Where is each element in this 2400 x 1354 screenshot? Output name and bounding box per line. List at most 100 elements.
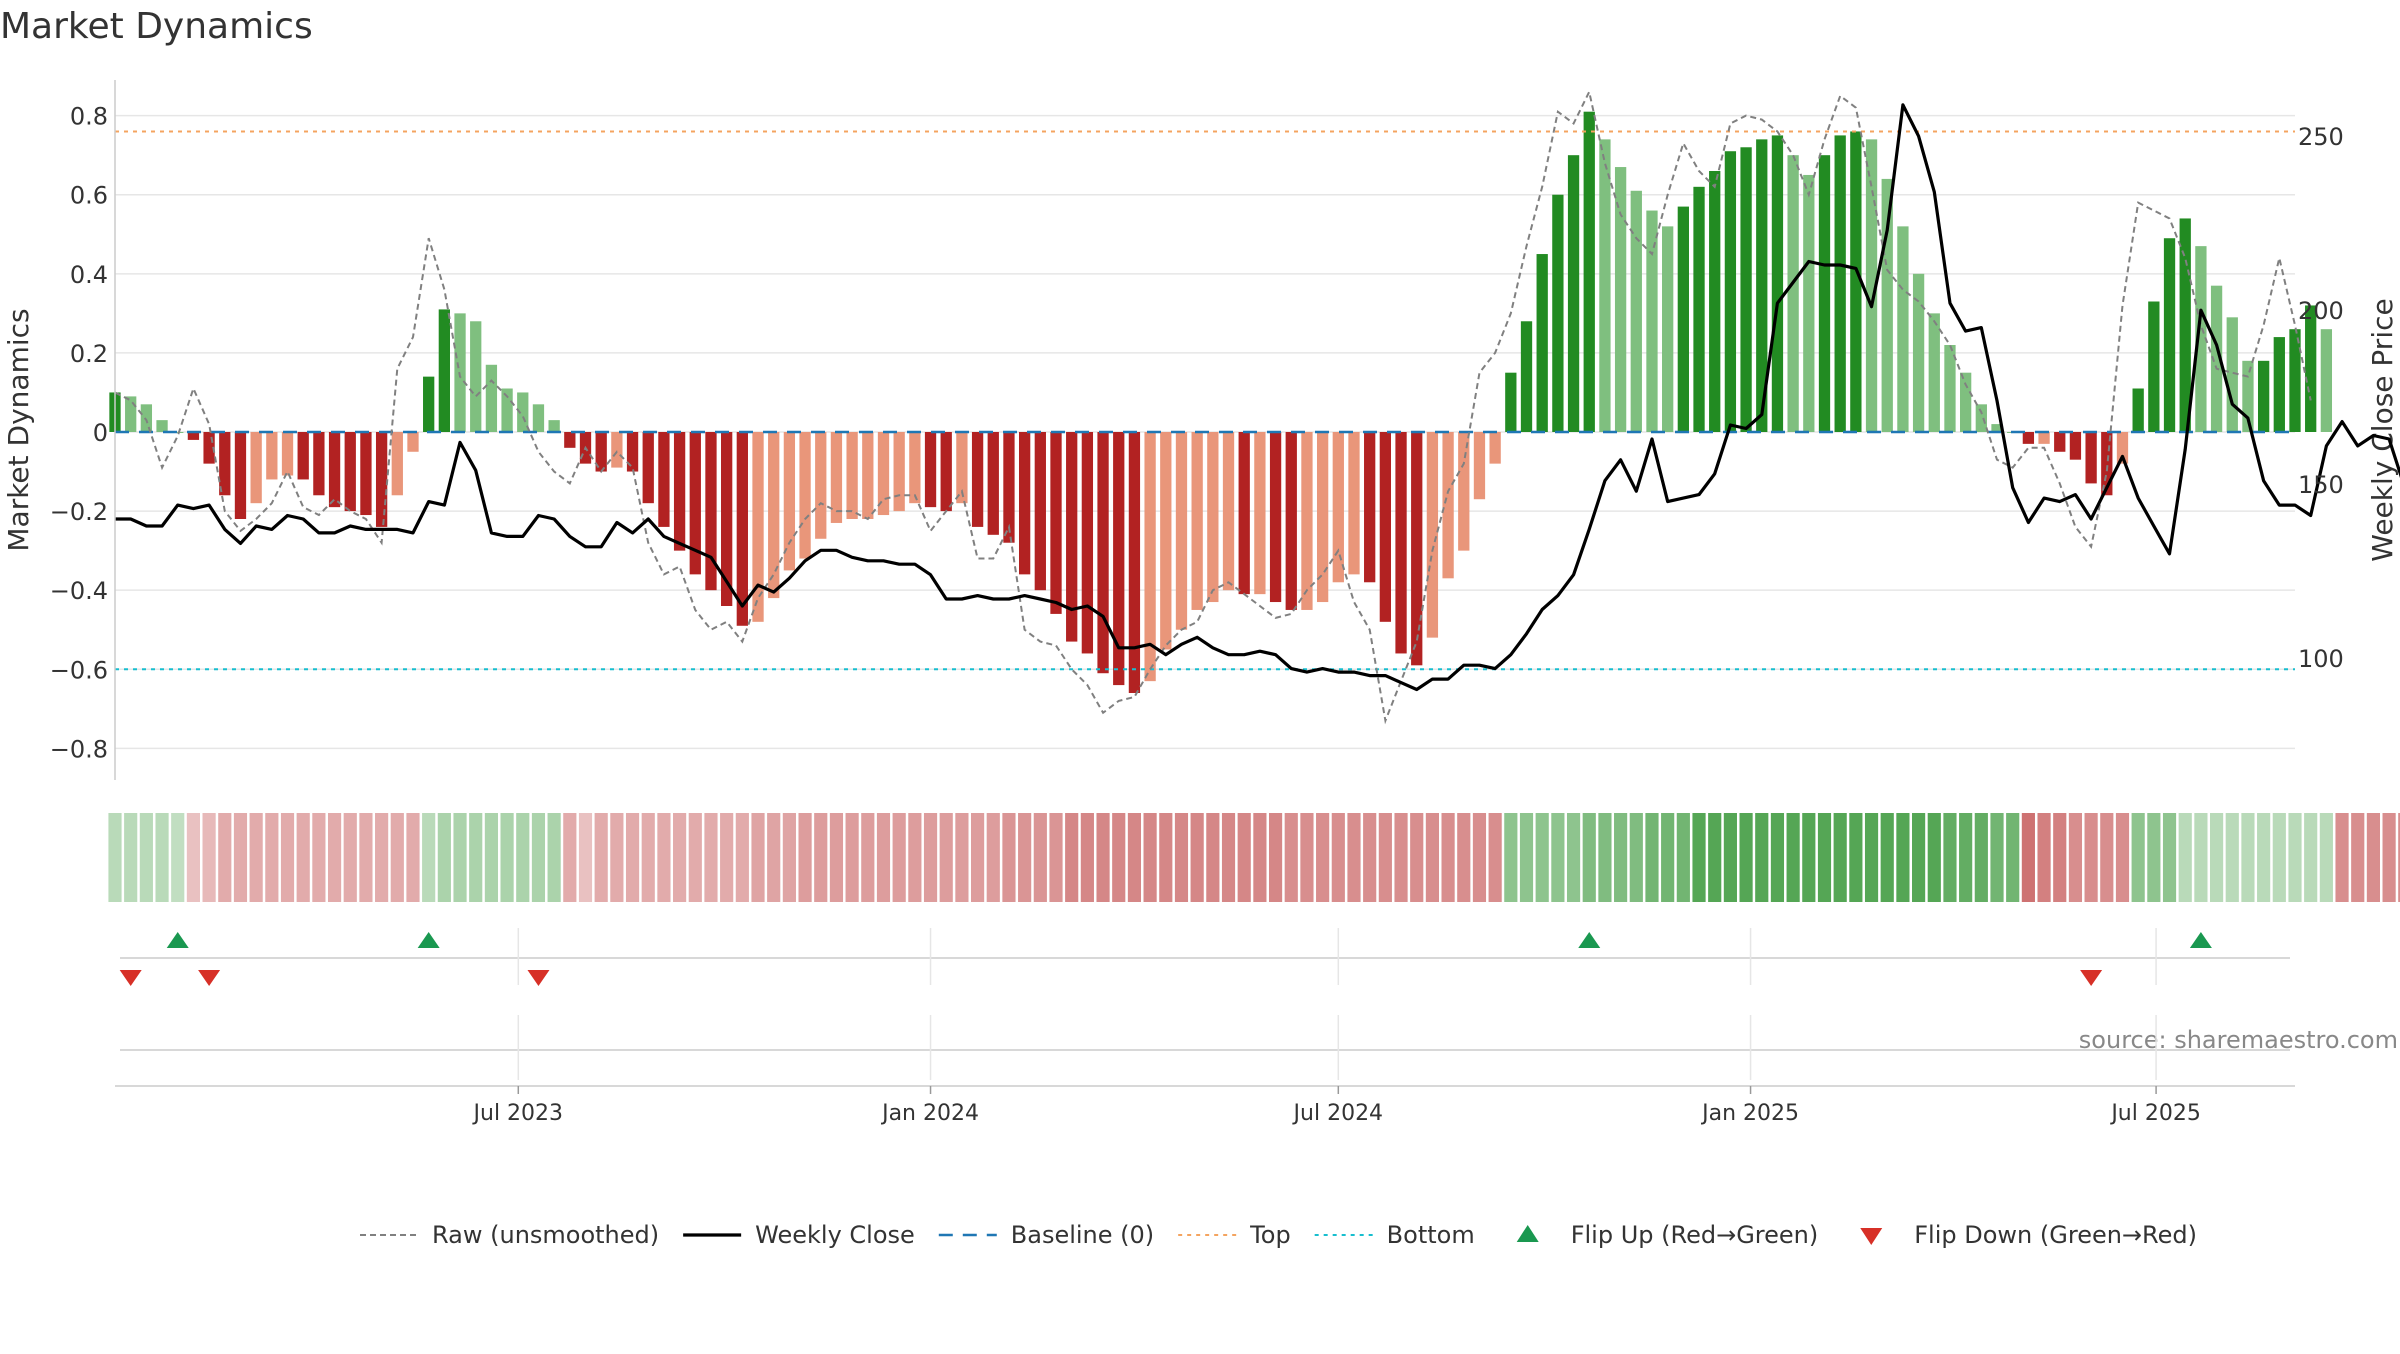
state-cell bbox=[892, 813, 906, 902]
state-cell bbox=[673, 813, 687, 902]
dynamics-bar bbox=[532, 404, 545, 432]
dynamics-bar bbox=[2305, 305, 2317, 432]
state-cell bbox=[1268, 813, 1283, 902]
right-axis-label: Weekly Close Price bbox=[2366, 298, 2399, 561]
state-cell bbox=[1661, 813, 1675, 902]
dynamics-bar bbox=[2101, 432, 2113, 496]
state-cell bbox=[1833, 813, 1847, 902]
state-cell bbox=[453, 813, 467, 902]
state-cell bbox=[1363, 813, 1377, 902]
state-cell bbox=[2147, 813, 2161, 902]
dynamics-bar bbox=[297, 432, 309, 480]
dynamics-bar bbox=[2054, 432, 2066, 452]
dynamics-bar bbox=[203, 432, 215, 464]
x-tick-label: Jan 2025 bbox=[1700, 1101, 1799, 1126]
dynamics-bar bbox=[1646, 210, 1658, 432]
state-cell bbox=[186, 813, 201, 902]
dynamics-bar bbox=[423, 376, 435, 432]
state-cell bbox=[1645, 813, 1659, 902]
legend-label: Bottom bbox=[1387, 1221, 1475, 1249]
dynamics-bar bbox=[470, 321, 482, 432]
state-cell bbox=[1912, 813, 1926, 902]
dynamics-bar bbox=[1897, 226, 1909, 432]
dynamics-bar bbox=[250, 432, 262, 504]
legend-label: Raw (unsmoothed) bbox=[432, 1221, 659, 1249]
state-cell bbox=[2178, 813, 2192, 902]
dynamics-bar bbox=[1128, 432, 1141, 693]
dynamics-bar bbox=[673, 432, 686, 551]
state-cell bbox=[641, 813, 655, 902]
state-cell bbox=[1770, 813, 1785, 902]
dynamics-bar bbox=[611, 432, 623, 468]
dynamics-bar bbox=[626, 432, 639, 472]
flip-up-marker bbox=[1578, 932, 1601, 948]
x-tick-label: Jul 2023 bbox=[472, 1101, 564, 1126]
state-cell bbox=[798, 813, 812, 902]
state-cell bbox=[1488, 813, 1502, 902]
state-cell bbox=[1206, 813, 1220, 902]
state-cell bbox=[469, 813, 483, 902]
dynamics-bars bbox=[109, 111, 2333, 693]
state-cell bbox=[1504, 813, 1518, 902]
dynamics-bar bbox=[1583, 111, 1595, 432]
dynamics-bar bbox=[1489, 432, 1501, 464]
state-cell bbox=[218, 813, 232, 902]
legend-item: Bottom bbox=[1314, 1221, 1475, 1249]
state-cell bbox=[2068, 813, 2083, 902]
dynamics-bar bbox=[1160, 432, 1172, 650]
left-tick-label: 0.4 bbox=[70, 261, 108, 289]
state-cell bbox=[1598, 813, 1612, 902]
dynamics-bar bbox=[987, 432, 999, 535]
legend: Raw (unsmoothed) Weekly Close Baseline (0)… bbox=[360, 1221, 2197, 1249]
dynamics-bar bbox=[1818, 155, 1831, 432]
state-cell bbox=[343, 813, 357, 902]
state-cell bbox=[1457, 813, 1471, 902]
left-tick-label: −0.6 bbox=[50, 656, 108, 684]
dynamics-bar bbox=[501, 388, 513, 432]
dynamics-bar bbox=[156, 420, 168, 432]
state-cell bbox=[1316, 813, 1330, 902]
state-cell bbox=[1049, 813, 1063, 902]
dynamics-bar bbox=[1301, 432, 1313, 610]
state-cell bbox=[233, 813, 248, 902]
dynamics-bar bbox=[658, 432, 670, 527]
state-strip bbox=[108, 813, 2400, 902]
legend-item: Flip Down (Green→Red) bbox=[1860, 1221, 2197, 1249]
dynamics-bar bbox=[893, 432, 905, 512]
state-cell bbox=[375, 813, 389, 902]
left-tick-label: −0.8 bbox=[50, 735, 108, 763]
dynamics-bar bbox=[1960, 372, 1972, 432]
state-cell bbox=[390, 813, 404, 902]
state-cell bbox=[1755, 813, 1769, 902]
dynamics-bar bbox=[1975, 404, 1987, 432]
dynamics-bar bbox=[595, 432, 607, 472]
dynamics-bar bbox=[1536, 254, 1548, 432]
x-tick-label: Jan 2024 bbox=[880, 1101, 979, 1126]
left-tick-label: −0.4 bbox=[50, 577, 108, 605]
state-cell bbox=[1221, 813, 1236, 902]
dynamics-bar bbox=[360, 432, 372, 516]
state-cell bbox=[516, 813, 530, 902]
dynamics-bar bbox=[924, 432, 937, 508]
dynamics-bar bbox=[1222, 432, 1235, 591]
dynamics-bar bbox=[971, 432, 984, 527]
state-cell bbox=[249, 813, 263, 902]
legend-label: Flip Down (Green→Red) bbox=[1914, 1221, 2197, 1249]
dynamics-bar bbox=[1364, 432, 1376, 583]
state-cell bbox=[1959, 813, 1973, 902]
x-axis: Jul 2023 Jan 2024 Jul 2024 Jan 2025 Jul 2025 bbox=[115, 1085, 2295, 1126]
state-cell bbox=[1127, 813, 1142, 902]
state-cell bbox=[2288, 813, 2302, 902]
legend-item: Raw (unsmoothed) bbox=[360, 1221, 659, 1249]
dynamics-bar bbox=[313, 432, 325, 496]
state-cell bbox=[2131, 813, 2145, 902]
state-cell bbox=[861, 813, 875, 902]
dynamics-bar bbox=[1395, 432, 1407, 654]
dynamics-bar bbox=[1787, 155, 1799, 432]
state-cell bbox=[1096, 813, 1110, 902]
state-cell bbox=[1817, 813, 1832, 902]
dynamics-bar bbox=[1520, 321, 1533, 432]
legend-label: Baseline (0) bbox=[1011, 1221, 1154, 1249]
state-cell bbox=[2100, 813, 2114, 902]
state-cell bbox=[437, 813, 451, 902]
